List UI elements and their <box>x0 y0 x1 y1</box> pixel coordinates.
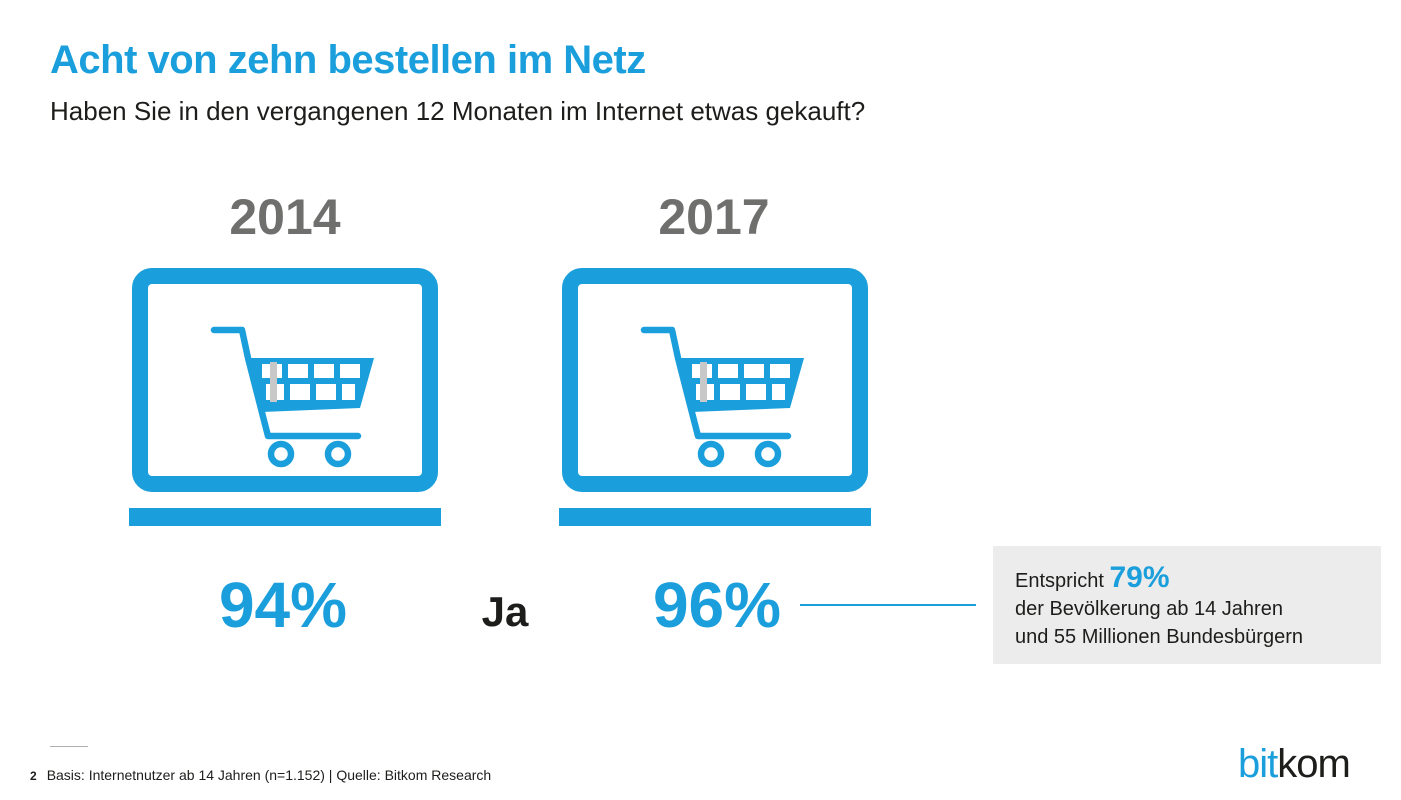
logo-part-bit: bit <box>1238 742 1278 786</box>
source-note: Basis: Internetnutzer ab 14 Jahren (n=1.… <box>46 767 492 783</box>
laptop-screen <box>132 268 438 492</box>
chart-subtitle: Haben Sie in den vergangenen 12 Monaten … <box>50 96 866 126</box>
annotation-highlight: 79% <box>1109 561 1170 594</box>
annotation-line-2: der Bevölkerung ab 14 Jahren <box>1015 598 1283 620</box>
laptop-graphic-2014 <box>129 268 441 530</box>
connector-line <box>800 604 976 606</box>
annotation-line-1: Entspricht 79% <box>1015 561 1381 595</box>
shopping-cart-icon <box>636 308 806 468</box>
bitkom-logo: bitkom <box>1238 742 1351 787</box>
annotation-prefix: Entspricht <box>1015 570 1104 592</box>
chart-title: Acht von zehn bestellen im Netz <box>50 38 646 82</box>
year-label-2017: 2017 <box>658 189 770 245</box>
footer-divider <box>50 746 88 747</box>
annotation-line-3: und 55 Millionen Bundesbürgern <box>1015 626 1303 648</box>
laptop-base <box>129 508 441 526</box>
logo-part-kom: kom <box>1277 742 1351 786</box>
laptop-graphic-2017 <box>559 268 871 530</box>
value-label-2017: 96% <box>652 569 782 641</box>
laptop-base <box>559 508 871 526</box>
laptop-screen <box>562 268 868 492</box>
series-label-ja: Ja <box>481 588 529 635</box>
value-label-2014: 94% <box>218 569 348 641</box>
shopping-cart-icon <box>206 308 376 468</box>
page-number: 2 <box>30 769 37 783</box>
annotation-box: Entspricht 79% der Bevölkerung ab 14 Jah… <box>993 546 1381 664</box>
footer: 2 Basis: Internetnutzer ab 14 Jahren (n=1… <box>30 767 491 783</box>
year-label-2014: 2014 <box>229 189 341 245</box>
